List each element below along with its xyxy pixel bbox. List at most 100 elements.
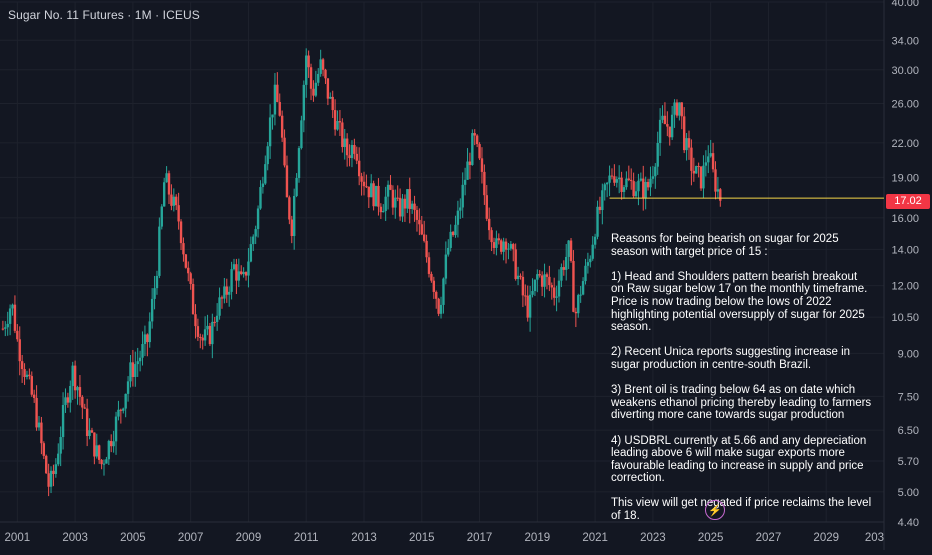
- candle-body: [719, 189, 722, 201]
- candle-body: [617, 177, 621, 180]
- candle-body: [11, 304, 14, 309]
- candle-body: [292, 195, 296, 237]
- chart-title: Sugar No. 11 Futures · 1M · ICEUS: [8, 8, 200, 22]
- candle-body: [425, 240, 428, 258]
- candle-body: [81, 396, 84, 408]
- lightning-icon[interactable]: ⚡: [705, 500, 725, 520]
- candle-body: [514, 249, 517, 279]
- candle-body: [670, 114, 674, 138]
- candle-body: [100, 459, 103, 465]
- candle-body: [223, 286, 226, 299]
- candle-body: [189, 273, 192, 284]
- candle-body: [261, 183, 265, 188]
- candle-body: [565, 256, 568, 270]
- candle-body: [437, 298, 440, 314]
- candle-body: [432, 280, 436, 292]
- candle-body: [244, 272, 248, 276]
- candle-body: [707, 156, 710, 163]
- y-tick-label: 19.00: [891, 172, 919, 184]
- candle-body: [110, 440, 113, 447]
- candle-body: [398, 197, 402, 217]
- candle-body: [418, 219, 421, 225]
- candle-body: [613, 176, 616, 183]
- candle-body: [16, 330, 19, 340]
- candle-body: [136, 361, 139, 365]
- x-tick-label: 2023: [640, 532, 666, 544]
- candle-body: [646, 181, 650, 188]
- candle-body: [49, 470, 53, 487]
- candle-body: [620, 177, 623, 192]
- candle-body: [131, 362, 135, 378]
- candle-body: [463, 179, 467, 185]
- candle-body: [30, 376, 33, 395]
- y-axis: 40.00 34.00 30.00 26.00 22.00 19.00 16.00 14.00…: [891, 0, 919, 529]
- candle-body: [341, 122, 344, 148]
- candle-body: [295, 177, 298, 196]
- candle-body: [709, 153, 712, 157]
- candle-body: [502, 241, 505, 252]
- candle-body: [533, 279, 537, 292]
- y-tick-label: 5.70: [898, 456, 919, 468]
- candle-body: [314, 82, 318, 96]
- candle-body: [333, 110, 337, 130]
- candle-body: [211, 321, 214, 345]
- candle-body: [362, 181, 366, 187]
- candle-body: [172, 196, 176, 206]
- candle-body: [528, 294, 532, 318]
- candle-body: [112, 441, 115, 447]
- candle-body: [83, 407, 86, 409]
- candle-body: [682, 116, 686, 151]
- candle-body: [685, 138, 688, 151]
- candle-body: [475, 135, 479, 145]
- annotation-paragraph: 2) Recent Unica reports suggesting incre…: [611, 346, 851, 371]
- candle-body: [23, 369, 26, 378]
- candle-body: [290, 219, 293, 237]
- candle-body: [357, 160, 361, 177]
- candle-body: [642, 178, 645, 198]
- candle-body: [319, 59, 322, 74]
- candle-body: [596, 206, 599, 237]
- candle-body: [538, 274, 541, 276]
- candle-body: [661, 115, 664, 120]
- candle-body: [307, 55, 310, 68]
- candle-body: [473, 133, 476, 136]
- candle-body: [40, 422, 43, 444]
- x-tick-label: 2027: [756, 532, 782, 544]
- candle-body: [73, 365, 77, 391]
- candle-body: [673, 102, 676, 115]
- candle-body: [548, 276, 551, 286]
- candle-body: [326, 78, 330, 99]
- candle-body: [220, 297, 224, 299]
- candle-body: [179, 221, 183, 244]
- candle-body: [45, 455, 48, 474]
- x-tick-label: 2017: [467, 532, 493, 544]
- candle-body: [401, 198, 404, 217]
- candle-body: [88, 430, 91, 437]
- candle-body: [408, 189, 411, 209]
- candle-body: [675, 102, 679, 116]
- candle-body: [138, 357, 142, 362]
- candle-body: [288, 197, 291, 220]
- candle-body: [468, 161, 472, 165]
- candle-body: [656, 143, 659, 167]
- candle-body: [632, 181, 635, 197]
- candle-body: [492, 242, 496, 248]
- candle-body: [692, 170, 696, 174]
- candle-body: [297, 148, 301, 178]
- candle-body: [540, 275, 544, 287]
- candle-body: [680, 102, 683, 117]
- candle-body: [95, 445, 98, 457]
- candle-body: [608, 175, 611, 183]
- x-tick-label: 2015: [409, 532, 435, 544]
- candle-body: [302, 84, 306, 121]
- candle-body: [490, 230, 493, 243]
- candle-body: [32, 394, 36, 398]
- candle-body: [184, 254, 188, 268]
- x-tick-label: 2013: [351, 532, 377, 544]
- candle-body: [598, 206, 602, 211]
- annotation-paragraph: This view will get negated if price recl…: [611, 497, 872, 523]
- candle-body: [331, 96, 334, 111]
- candle-body: [158, 226, 161, 276]
